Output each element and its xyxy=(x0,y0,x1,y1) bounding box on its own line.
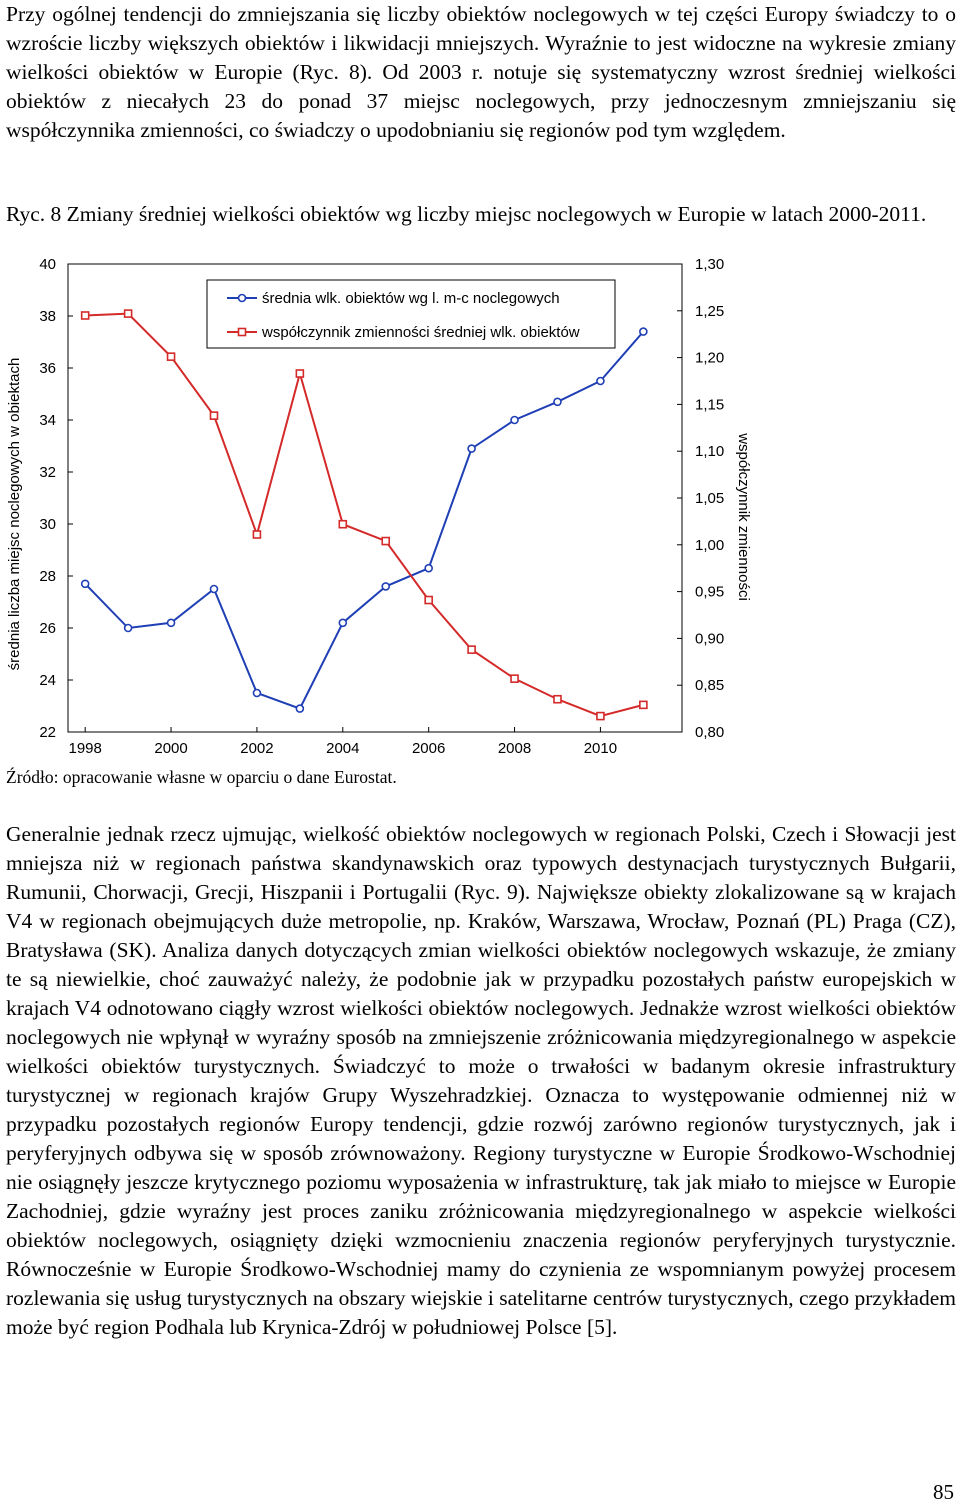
y-tick-label-left: 40 xyxy=(39,256,56,273)
legend-box xyxy=(206,279,616,349)
y-tick-label-right: 0,85 xyxy=(695,677,724,694)
legend-label-2: współczynnik zmienności średniej wlk. ob… xyxy=(261,324,580,341)
data-point-series-1 xyxy=(510,415,519,425)
data-point-series-2 xyxy=(80,311,90,320)
y-tick-label-left: 32 xyxy=(39,464,56,481)
y-tick-label-left: 38 xyxy=(39,308,56,325)
y-tick-label-left: 36 xyxy=(39,360,56,377)
y-tick-label-left: 22 xyxy=(39,724,56,741)
legend-label-1: średnia wlk. obiektów wg l. m-c noclegow… xyxy=(262,290,560,307)
x-tick-label: 2000 xyxy=(154,740,187,757)
data-point-series-2 xyxy=(596,711,605,721)
y-tick-label-right: 1,15 xyxy=(695,396,724,413)
y-tick-label-right: 1,10 xyxy=(695,443,724,460)
y-axis-label-right: współczynnik zmienności xyxy=(735,432,752,601)
data-point-series-1 xyxy=(467,444,476,453)
y-tick-label-right: 1,05 xyxy=(695,490,724,507)
data-point-series-1 xyxy=(381,582,391,591)
y-tick-label-right: 1,30 xyxy=(695,256,724,273)
data-point-series-2 xyxy=(424,595,433,605)
data-point-series-2 xyxy=(381,536,391,546)
y-tick-label-left: 26 xyxy=(39,620,56,637)
data-point-series-2 xyxy=(209,411,219,420)
legend-marker-2 xyxy=(237,327,247,337)
data-point-series-2 xyxy=(510,674,519,683)
y-tick-label-left: 34 xyxy=(39,412,56,429)
main-paragraph: Generalnie jednak rzecz ujmując, wielkoś… xyxy=(6,822,956,1339)
data-point-series-2 xyxy=(252,530,262,539)
x-tick-label: 2010 xyxy=(584,740,617,757)
x-tick-label: 2006 xyxy=(412,740,445,757)
y-tick-label-right: 0,95 xyxy=(695,584,724,601)
y-tick-label-left: 28 xyxy=(39,568,56,585)
data-point-series-2 xyxy=(639,700,648,710)
data-point-series-2 xyxy=(467,645,476,654)
y-tick-label-right: 1,00 xyxy=(695,537,724,554)
data-point-series-1 xyxy=(209,584,219,594)
x-tick-label: 2002 xyxy=(240,740,273,757)
page-number: 85 xyxy=(933,1480,954,1504)
x-tick-label: 1998 xyxy=(68,740,101,757)
y-tick-label-left: 30 xyxy=(39,516,56,533)
y-tick-label-right: 1,20 xyxy=(695,350,724,367)
data-point-series-2 xyxy=(338,519,348,529)
data-point-series-2 xyxy=(123,309,133,318)
y-tick-label-left: 24 xyxy=(39,672,56,689)
line-chart: 22 24 26 28 30 32 34 36 38 40 0,80 0,85 0,90 0,95 1,0… xyxy=(6,256,752,757)
data-point-series-2 xyxy=(295,369,305,378)
series-line-1 xyxy=(84,330,645,710)
data-point-series-1 xyxy=(123,623,133,633)
x-tick-label: 2008 xyxy=(498,740,531,757)
data-point-series-1 xyxy=(295,704,305,713)
intro-paragraph: Przy ogólnej tendencji do zmniejszania s… xyxy=(6,2,956,142)
data-point-series-2 xyxy=(553,694,562,704)
legend-marker-1 xyxy=(237,293,247,303)
data-point-series-1 xyxy=(80,579,90,589)
x-tick-label: 2004 xyxy=(326,740,359,757)
data-point-series-1 xyxy=(166,618,176,628)
series-line-2 xyxy=(85,312,644,718)
y-tick-label-right: 0,80 xyxy=(695,724,724,741)
data-point-series-2 xyxy=(166,352,176,361)
data-point-series-1 xyxy=(424,563,433,573)
y-tick-label-right: 1,25 xyxy=(695,303,724,320)
figure-source: Źródło: opracowanie własne w oparciu o d… xyxy=(6,767,397,787)
data-point-series-1 xyxy=(252,688,262,698)
data-point-series-1 xyxy=(553,397,562,407)
data-point-series-1 xyxy=(596,376,605,386)
data-point-series-1 xyxy=(639,327,648,336)
figure-caption: Ryc. 8 Zmiany średniej wielkości obiektó… xyxy=(6,202,927,226)
y-tick-label-right: 0,90 xyxy=(695,630,724,647)
y-axis-label-left: średnia liczba miejsc noclegowych w obie… xyxy=(6,358,23,671)
data-point-series-1 xyxy=(338,618,348,628)
